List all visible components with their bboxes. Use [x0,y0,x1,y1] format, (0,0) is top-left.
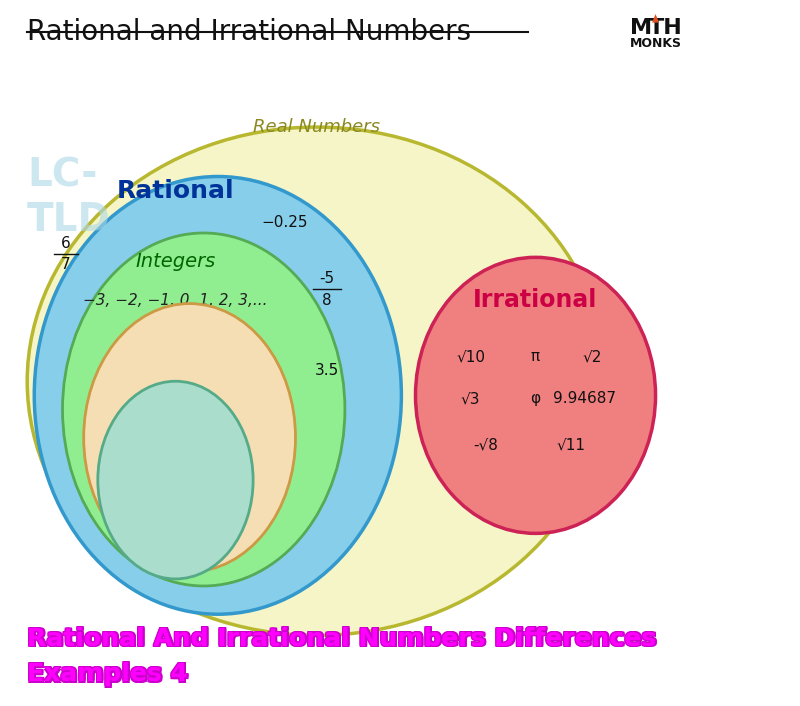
Text: π: π [531,349,540,364]
Text: Examples 4: Examples 4 [27,662,188,686]
Polygon shape [652,14,659,23]
Text: Rational And Irrational Numbers Differences: Rational And Irrational Numbers Differen… [27,627,656,651]
Text: Examples 4: Examples 4 [26,661,186,685]
Text: MONKS: MONKS [630,37,682,49]
Text: −3, −2, −1, 0, 1, 2, 3,...: −3, −2, −1, 0, 1, 2, 3,... [83,292,268,308]
Text: Examples 4: Examples 4 [29,662,190,686]
Text: Rational And Irrational Numbers Differences: Rational And Irrational Numbers Differen… [26,627,654,651]
Text: √3: √3 [461,391,480,407]
Ellipse shape [415,257,655,534]
Text: Rational And Irrational Numbers Differences: Rational And Irrational Numbers Differen… [29,628,658,652]
Text: -5: -5 [320,271,335,287]
Text: Rational And Irrational Numbers Differences: Rational And Irrational Numbers Differen… [26,628,654,652]
Ellipse shape [62,233,345,586]
Text: 1, 2, 3, 4,...: 1, 2, 3, 4,... [118,486,206,502]
Ellipse shape [27,127,606,635]
Text: 3.5: 3.5 [315,363,339,378]
Text: Examples 4: Examples 4 [27,664,188,688]
Text: Real Numbers: Real Numbers [253,118,380,136]
Text: φ: φ [530,391,541,407]
Text: Rational: Rational [117,179,234,203]
Text: 9.94687: 9.94687 [554,391,617,407]
Ellipse shape [34,176,402,614]
Text: Rational And Irrational Numbers Differences: Rational And Irrational Numbers Differen… [26,626,654,650]
Text: Rational and Irrational Numbers: Rational and Irrational Numbers [27,18,471,46]
Text: 8: 8 [322,292,332,308]
Text: 6: 6 [61,236,71,251]
Text: 7: 7 [62,257,71,273]
Text: Examples 4: Examples 4 [26,664,186,688]
Text: Examples 4: Examples 4 [26,662,186,686]
Text: Rational And Irrational Numbers Differences: Rational And Irrational Numbers Differen… [27,628,656,652]
Text: Examples 4: Examples 4 [27,661,188,685]
Text: Examples 4: Examples 4 [29,664,190,688]
Text: Whole: Whole [134,337,190,355]
Text: −0.25: −0.25 [262,215,308,230]
Text: Rational And Irrational Numbers Differences: Rational And Irrational Numbers Differen… [27,626,656,650]
Ellipse shape [84,304,295,572]
Text: √2: √2 [582,349,602,364]
Text: Irrational: Irrational [474,288,598,312]
Text: Rational And Irrational Numbers Differences: Rational And Irrational Numbers Differen… [29,626,658,650]
Text: 0, 1, 2, 3, 4,...: 0, 1, 2, 3, 4,... [114,391,222,407]
Text: -√8: -√8 [474,437,498,453]
Text: √10: √10 [456,349,485,364]
Text: Natural: Natural [114,414,180,433]
Text: Examples 4: Examples 4 [29,661,190,685]
Text: Integers: Integers [135,252,215,270]
Text: TH: TH [650,18,683,37]
Text: M: M [630,18,653,37]
Text: Rational And Irrational Numbers Differences: Rational And Irrational Numbers Differen… [29,627,658,651]
Ellipse shape [98,381,253,579]
Text: LC-
TLD: LC- TLD [27,157,111,239]
Text: √11: √11 [556,437,586,453]
